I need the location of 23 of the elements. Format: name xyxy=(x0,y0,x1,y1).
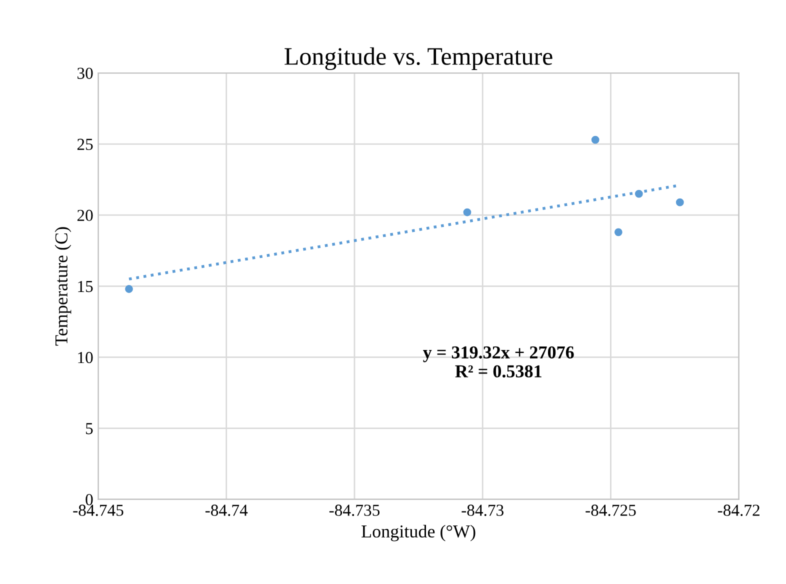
y-tick-label: 30 xyxy=(78,68,93,79)
x-tick-label: -84.725 xyxy=(586,504,636,516)
annotation: y = 319.32x + 27076 R² = 0.5381 xyxy=(423,346,574,378)
point xyxy=(591,136,600,144)
chart-title: Longitude vs. Temperature xyxy=(284,47,552,70)
point xyxy=(634,190,643,198)
x-tick-label: -84.72 xyxy=(718,504,760,516)
y-axis-title: Temperature (C) xyxy=(54,227,72,346)
x-tick-label: -84.735 xyxy=(329,504,380,516)
y-tick-label: 25 xyxy=(77,138,93,150)
y-tick-label: 20 xyxy=(77,210,93,222)
y-tick-label: 10 xyxy=(78,352,93,364)
x-tick-label: -84.73 xyxy=(462,504,504,516)
y-tick-label: 5 xyxy=(86,423,93,434)
y-tick-label: 15 xyxy=(78,280,93,292)
point xyxy=(614,228,622,236)
x-tick-label: -84.74 xyxy=(205,504,248,516)
point xyxy=(463,208,472,216)
y-tick-label: 0 xyxy=(86,494,93,506)
point xyxy=(125,285,133,293)
point xyxy=(676,198,684,206)
x-tick-label: -84.745 xyxy=(73,504,124,516)
x-axis-title: Longitude (°W) xyxy=(362,524,476,542)
